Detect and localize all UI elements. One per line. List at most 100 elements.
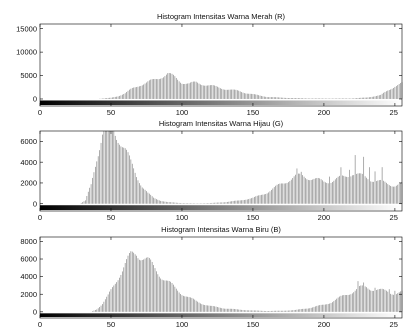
histogram-bar (235, 309, 237, 312)
histogram-bar (303, 98, 305, 99)
histogram-bar (266, 97, 268, 99)
histogram-bar (319, 178, 321, 204)
histogram-bar (245, 310, 247, 312)
histogram-bar (330, 303, 332, 312)
y-tick-label: 0 (33, 307, 37, 316)
histogram-bar (208, 305, 210, 312)
histogram-bar (119, 95, 120, 99)
histogram-bar (113, 285, 115, 312)
histogram-bar (300, 171, 302, 204)
histogram-bar (86, 196, 88, 204)
histogram-bar (124, 148, 126, 204)
histogram-bar (214, 306, 215, 312)
histogram-bar (307, 98, 309, 99)
histogram-bar (137, 86, 139, 99)
histogram-bar (106, 296, 108, 312)
histogram-bar (371, 290, 373, 312)
histogram-bar (153, 265, 154, 312)
histogram-bar (127, 90, 129, 99)
histogram-bar (289, 181, 291, 204)
x-tick-label: 0 (38, 108, 42, 117)
histogram-bar (163, 280, 164, 312)
histogram-bar (289, 98, 291, 99)
histogram-bar (390, 185, 391, 204)
histogram-bar (175, 202, 177, 204)
x-tick-label: 100 (176, 108, 189, 117)
histogram-bar (326, 182, 328, 204)
histogram-bar (305, 98, 306, 99)
histogram-bar (357, 281, 359, 312)
histogram-bar (175, 288, 177, 312)
histogram-bar (346, 295, 347, 312)
histogram-bar (180, 203, 181, 204)
histogram-bar (272, 188, 274, 204)
histogram-bar (148, 193, 150, 204)
histogram-bar (271, 97, 272, 99)
histogram-bar (366, 177, 367, 204)
histogram-bar (173, 74, 174, 99)
histogram-bar (174, 76, 176, 99)
histogram-bar (197, 301, 198, 312)
histogram-bar (119, 277, 120, 312)
histogram-bar (278, 97, 279, 99)
histogram-bar (156, 79, 157, 99)
histogram-bar (283, 310, 285, 312)
histogram-bar (386, 91, 387, 99)
histogram-bar (383, 92, 384, 99)
x-tick-label: 25 (390, 213, 398, 222)
histogram-bar (400, 291, 401, 312)
histogram-bar (241, 92, 242, 99)
histogram-bar (269, 97, 271, 99)
histogram-bar (254, 310, 255, 312)
histogram-bar (387, 291, 389, 312)
histogram-bar (276, 97, 278, 99)
histogram-bar (109, 131, 110, 204)
histogram-bar (371, 96, 373, 99)
histogram-bar (323, 181, 325, 204)
x-tick-label: 50 (107, 108, 115, 117)
histogram-bar (336, 298, 338, 312)
histogram-bar (134, 87, 136, 99)
histogram-bar (278, 310, 279, 312)
histogram-bar (313, 98, 315, 99)
histogram-bar (167, 73, 169, 99)
histogram-bar (251, 93, 252, 99)
histogram-bar (224, 89, 225, 99)
histogram-bar (279, 97, 281, 99)
histogram-bar (373, 181, 374, 204)
histogram-bar (123, 267, 125, 312)
histogram-bar (258, 95, 259, 99)
histogram-bar (354, 98, 356, 99)
histogram-bar (167, 202, 169, 204)
histogram-bar (93, 310, 95, 312)
histogram-bar (198, 83, 200, 99)
histogram-panel-2: Histogram Intensitas Warna Biru (B)02000… (20, 225, 403, 329)
histogram-bar (212, 202, 214, 204)
histogram-bar (333, 180, 335, 204)
histogram-bar (305, 308, 306, 312)
histogram-bar (242, 310, 244, 312)
histogram-bar (90, 184, 92, 204)
histogram-bar (269, 310, 271, 312)
histogram-bar (212, 85, 214, 99)
histogram-bar (143, 259, 144, 312)
histogram-bar (400, 82, 401, 99)
histogram-bar (140, 260, 142, 312)
histogram-bar (322, 98, 323, 99)
histogram-bar (120, 95, 122, 99)
histogram-bar (398, 83, 400, 99)
histogram-bar (354, 155, 356, 204)
histogram-bar (89, 187, 91, 204)
histogram-bar (222, 89, 224, 99)
histogram-bar (302, 98, 303, 99)
histogram-bar (144, 83, 146, 99)
histogram-bar (336, 177, 338, 204)
x-tick-label: 150 (247, 320, 260, 329)
histogram-bar (124, 263, 126, 312)
histogram-panel-0: Histogram Intensitas Warna Merah (R)0500… (16, 12, 403, 117)
histogram-bar (207, 85, 208, 99)
intensity-colorbar (40, 100, 402, 105)
histogram-bar (225, 202, 227, 204)
histogram-bar (99, 307, 100, 312)
histogram-bar (201, 85, 203, 99)
